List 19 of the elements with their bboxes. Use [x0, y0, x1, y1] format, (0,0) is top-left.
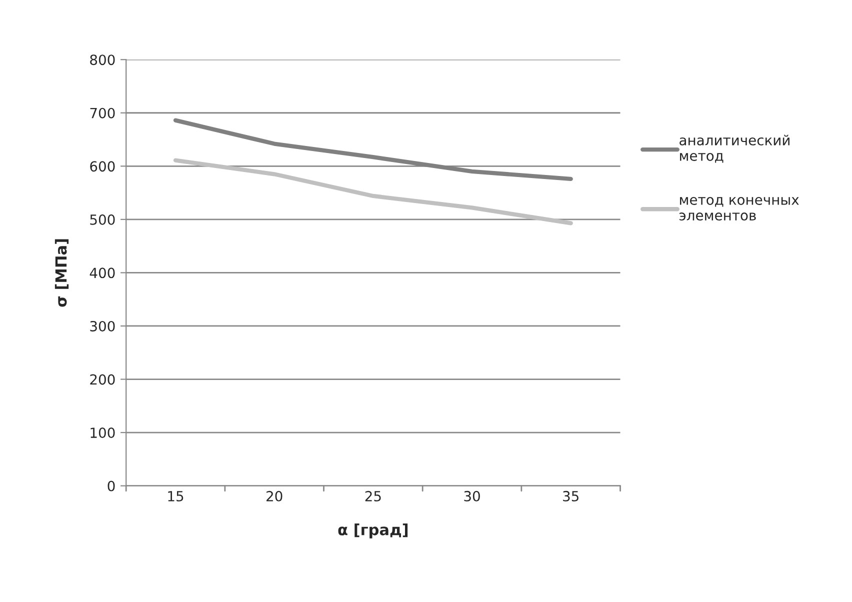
x-axis-title: α [град] — [338, 524, 408, 538]
y-tick-label: 500 — [90, 214, 115, 225]
y-tick-label: 400 — [90, 268, 115, 278]
x-tick-label: 30 — [464, 490, 480, 502]
x-tick-label: 25 — [365, 490, 381, 502]
x-tick-label: 35 — [563, 490, 578, 502]
x-tick-label: 15 — [168, 491, 184, 502]
y-tick-label: 700 — [90, 108, 115, 118]
y-tick-label: 0 — [108, 480, 115, 492]
y-axis-title: σ [МПа] — [54, 239, 69, 307]
line-series — [173, 158, 573, 226]
x-tick-label: 20 — [266, 490, 282, 502]
y-tick-label: 800 — [90, 54, 115, 66]
legend-label: метод конечных элементов — [680, 196, 799, 221]
y-tick-label: 600 — [90, 161, 115, 172]
y-tick-label: 200 — [90, 374, 115, 385]
y-tick-label: 100 — [90, 428, 115, 438]
y-tick-label: 300 — [90, 320, 115, 332]
legend-label: аналитический метод — [680, 134, 790, 163]
